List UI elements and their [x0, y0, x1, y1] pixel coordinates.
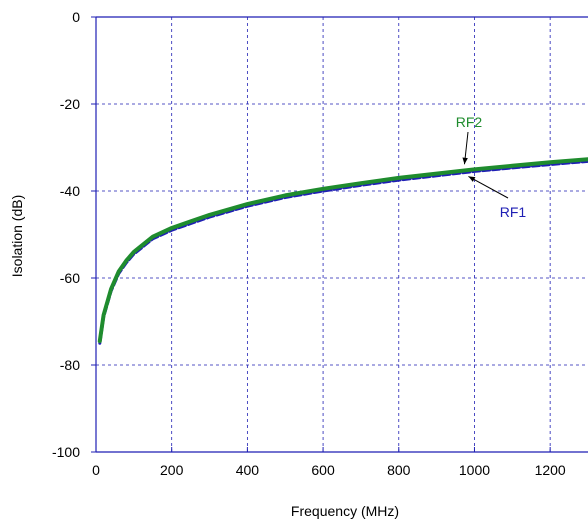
- x-tick-label: 1000: [459, 462, 490, 478]
- x-tick-label: 600: [311, 462, 335, 478]
- y-axis-label: Isolation (dB): [9, 195, 25, 277]
- x-tick-label: 800: [387, 462, 411, 478]
- x-tick-label: 0: [92, 462, 100, 478]
- annotation-label-rf2: RF2: [456, 114, 483, 130]
- grid: [96, 17, 588, 452]
- annotation-arrowhead: [468, 176, 476, 182]
- annotation-arrowhead: [462, 157, 468, 165]
- axes: [91, 16, 588, 453]
- x-tick-label: 400: [236, 462, 260, 478]
- x-axis-label: Frequency (MHz): [291, 503, 399, 519]
- annotation-arrow-rf1: [468, 175, 509, 199]
- y-tick-label: -100: [52, 444, 80, 460]
- series-lines: [97, 157, 588, 345]
- annotation-label-rf1: RF1: [500, 204, 527, 220]
- x-tick-label: 200: [160, 462, 184, 478]
- y-tick-label: 0: [72, 9, 80, 25]
- y-tick-label: -20: [60, 96, 80, 112]
- y-tick-label: -80: [60, 357, 80, 373]
- y-tick-label: -40: [60, 183, 80, 199]
- annotations: RF2 RF1: [456, 114, 527, 220]
- y-tick-label: -60: [60, 270, 80, 286]
- tick-labels: 0 200 400 600 800 1000 1200 0 -20 -40 -60 -80 -100: [52, 9, 566, 478]
- x-tick-label: 1200: [535, 462, 566, 478]
- series-line-rf2: [97, 157, 588, 344]
